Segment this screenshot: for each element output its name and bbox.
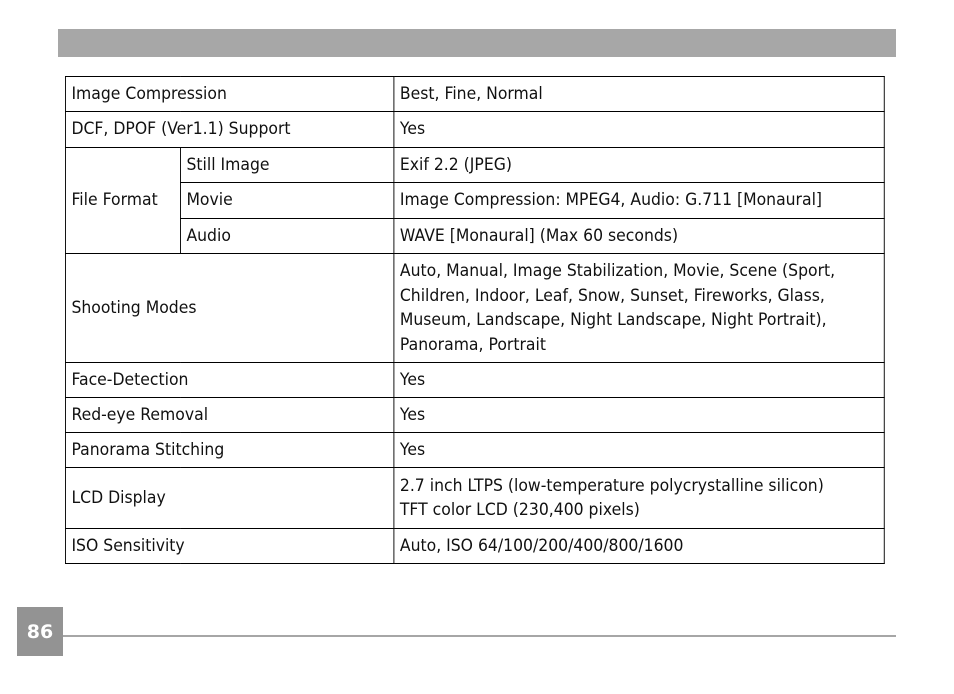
row-label: Panorama Stitching <box>64 432 395 468</box>
table-row: Shooting Modes Auto, Manual, Image Stabi… <box>64 253 885 363</box>
table-row: Face-Detection Yes <box>64 362 885 398</box>
row-label: LCD Display <box>64 467 395 529</box>
row-label: Shooting Modes <box>64 253 395 363</box>
row-value: Yes <box>393 111 885 148</box>
row-value: Image Compression: MPEG4, Audio: G.711 [… <box>393 182 885 219</box>
row-label: ISO Sensitivity <box>64 528 395 564</box>
table-row: Movie Image Compression: MPEG4, Audio: G… <box>65 182 885 219</box>
row-value: 2.7 inch LTPS (low-temperature polycryst… <box>393 467 885 529</box>
row-value: Auto, Manual, Image Stabilization, Movie… <box>393 253 885 363</box>
footer-rule <box>63 635 896 637</box>
value-line: TFT color LCD (230,400 pixels) <box>399 500 640 520</box>
table-row: Panorama Stitching Yes <box>64 432 885 468</box>
table-row: DCF, DPOF (Ver1.1) Support Yes <box>64 111 885 148</box>
row-label: Face-Detection <box>64 362 395 398</box>
table-row: Audio WAVE [Monaural] (Max 60 seconds) <box>65 218 885 254</box>
page-number: 86 <box>17 607 63 656</box>
value-line: Children, Indoor, Leaf, Snow, Sunset, Fi… <box>399 285 825 306</box>
sub-label: Still Image <box>179 147 395 183</box>
table-row: File Format Still Image Exif 2.2 (JPEG) <box>64 147 885 254</box>
value-line: Panorama, Portrait <box>399 334 546 355</box>
table-row: LCD Display 2.7 inch LTPS (low-temperatu… <box>64 467 885 529</box>
table-row: ISO Sensitivity Auto, ISO 64/100/200/400… <box>64 528 885 564</box>
value-line: 2.7 inch LTPS (low-temperature polycryst… <box>399 475 824 496</box>
sub-label: Audio <box>179 218 395 254</box>
row-label: Image Compression <box>64 76 395 112</box>
row-value: Best, Fine, Normal <box>393 76 885 112</box>
spec-table: Image Compression Best, Fine, Normal DCF… <box>64 76 885 564</box>
row-value: Yes <box>393 432 885 468</box>
row-value: Yes <box>393 397 885 433</box>
row-label: DCF, DPOF (Ver1.1) Support <box>64 111 395 148</box>
row-value: Yes <box>393 362 885 398</box>
row-value: Exif 2.2 (JPEG) <box>393 147 885 183</box>
row-label: Red-eye Removal <box>64 397 395 433</box>
value-line: Museum, Landscape, Night Landscape, Nigh… <box>399 310 827 330</box>
header-bar <box>58 29 896 57</box>
row-label: File Format <box>64 147 181 254</box>
row-value: WAVE [Monaural] (Max 60 seconds) <box>393 218 885 254</box>
table-row: Red-eye Removal Yes <box>64 397 885 433</box>
table-row: Image Compression Best, Fine, Normal <box>64 76 885 112</box>
row-value: Auto, ISO 64/100/200/400/800/1600 <box>393 528 885 564</box>
value-line: Auto, Manual, Image Stabilization, Movie… <box>399 261 836 281</box>
sub-label: Movie <box>179 182 395 219</box>
